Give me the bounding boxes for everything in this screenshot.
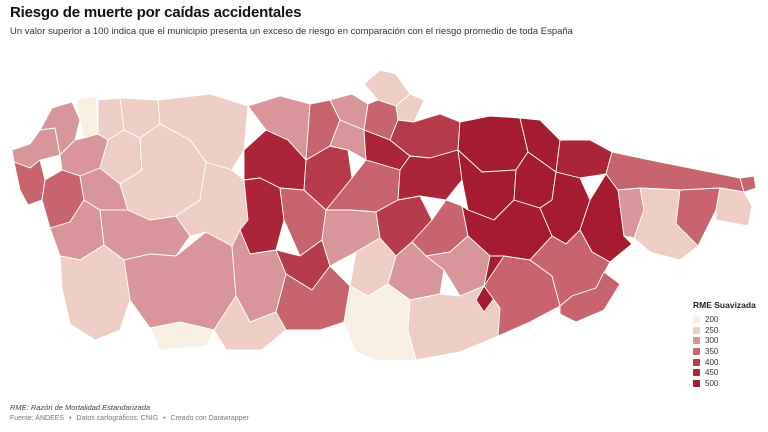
- footer-map-data: Datos cartográficos: CNIG: [76, 415, 159, 422]
- legend-item: 500: [693, 378, 765, 389]
- municipality[interactable]: [739, 175, 757, 193]
- legend-label: 450: [705, 368, 719, 378]
- legend-label: 400: [705, 357, 719, 367]
- footer-source: Fuente: ANDEES: [10, 415, 65, 422]
- municipality[interactable]: [39, 101, 81, 156]
- legend-item: 350: [693, 346, 765, 357]
- legend-swatch: [693, 358, 700, 366]
- legend-item: 250: [693, 325, 765, 336]
- municipality[interactable]: [11, 127, 61, 169]
- municipality[interactable]: [59, 244, 131, 341]
- legend-swatch: [693, 379, 700, 387]
- map-legend: RME Suavizada 200 250 300 350 400 450 500: [693, 300, 765, 389]
- legend-label: 200: [705, 314, 719, 324]
- footer-credit-link[interactable]: Creado con Datawrapper: [170, 415, 249, 422]
- footer-separator: •: [69, 415, 72, 422]
- legend-swatch: [693, 369, 700, 377]
- municipality[interactable]: [715, 187, 753, 227]
- legend-title: RME Suavizada: [693, 300, 756, 310]
- source-footer: Fuente: ANDEES • Datos cartográficos: CN…: [10, 415, 249, 422]
- legend-item: 400: [693, 357, 765, 368]
- choropleth-map: [0, 60, 768, 360]
- legend-label: 350: [705, 346, 719, 356]
- municipality[interactable]: [605, 151, 745, 193]
- municipality[interactable]: [75, 95, 99, 139]
- legend-swatch: [693, 347, 700, 355]
- legend-item: 300: [693, 335, 765, 346]
- legend-item: 200: [693, 314, 765, 325]
- municipality[interactable]: [555, 139, 613, 179]
- legend-label: 500: [705, 378, 719, 388]
- municipality[interactable]: [559, 271, 621, 323]
- legend-label: 250: [705, 325, 719, 335]
- legend-items: 200 250 300 350 400 450 500: [693, 314, 765, 389]
- map-svg: [11, 69, 757, 360]
- legend-swatch: [693, 315, 700, 323]
- legend-swatch: [693, 337, 700, 345]
- footer-separator: •: [163, 415, 166, 422]
- legend-label: 300: [705, 336, 719, 346]
- legend-item: 450: [693, 367, 765, 378]
- rme-note: RME: Razón de Mortalidad Estandarizada: [10, 403, 151, 412]
- chart-title: Riesgo de muerte por caídas accidentales: [10, 4, 302, 21]
- chart-subtitle: Un valor superior a 100 indica que el mu…: [10, 26, 573, 37]
- legend-swatch: [693, 326, 700, 334]
